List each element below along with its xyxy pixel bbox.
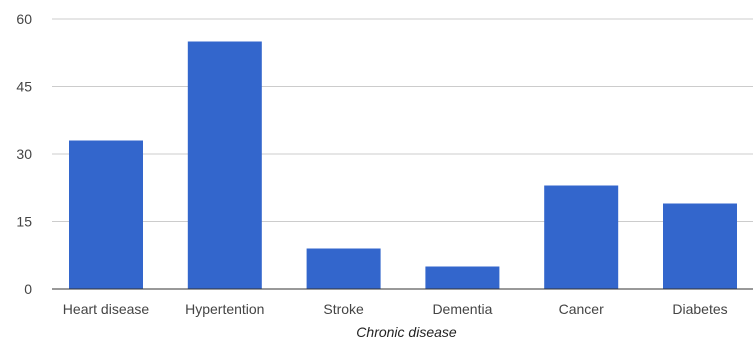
x-tick-label: Dementia	[432, 301, 492, 317]
bar-dementia	[425, 266, 500, 289]
x-tick-label: Diabetes	[672, 301, 727, 317]
y-tick-label: 30	[16, 146, 32, 162]
y-tick-label: 15	[16, 214, 32, 230]
y-tick-label: 0	[24, 281, 32, 297]
gridlines	[52, 18, 753, 222]
x-tick-label: Heart disease	[63, 301, 150, 317]
x-tick-label: Stroke	[323, 301, 364, 317]
bar-cancer	[544, 185, 619, 289]
bar-diabetes	[663, 203, 737, 289]
y-tick-label: 45	[16, 79, 32, 95]
x-axis-title: Chronic disease	[356, 324, 457, 340]
bar-stroke	[306, 248, 381, 289]
y-axis-ticks: 0 15 30 45 60	[16, 11, 32, 297]
x-axis-ticks: Heart disease Hypertention Stroke Dementia C…	[63, 301, 728, 317]
bar-hypertention	[187, 41, 262, 289]
y-tick-label: 60	[16, 11, 32, 27]
bars	[69, 41, 737, 289]
x-tick-label: Cancer	[559, 301, 604, 317]
bar-heart-disease	[69, 140, 143, 289]
x-tick-label: Hypertention	[185, 301, 264, 317]
